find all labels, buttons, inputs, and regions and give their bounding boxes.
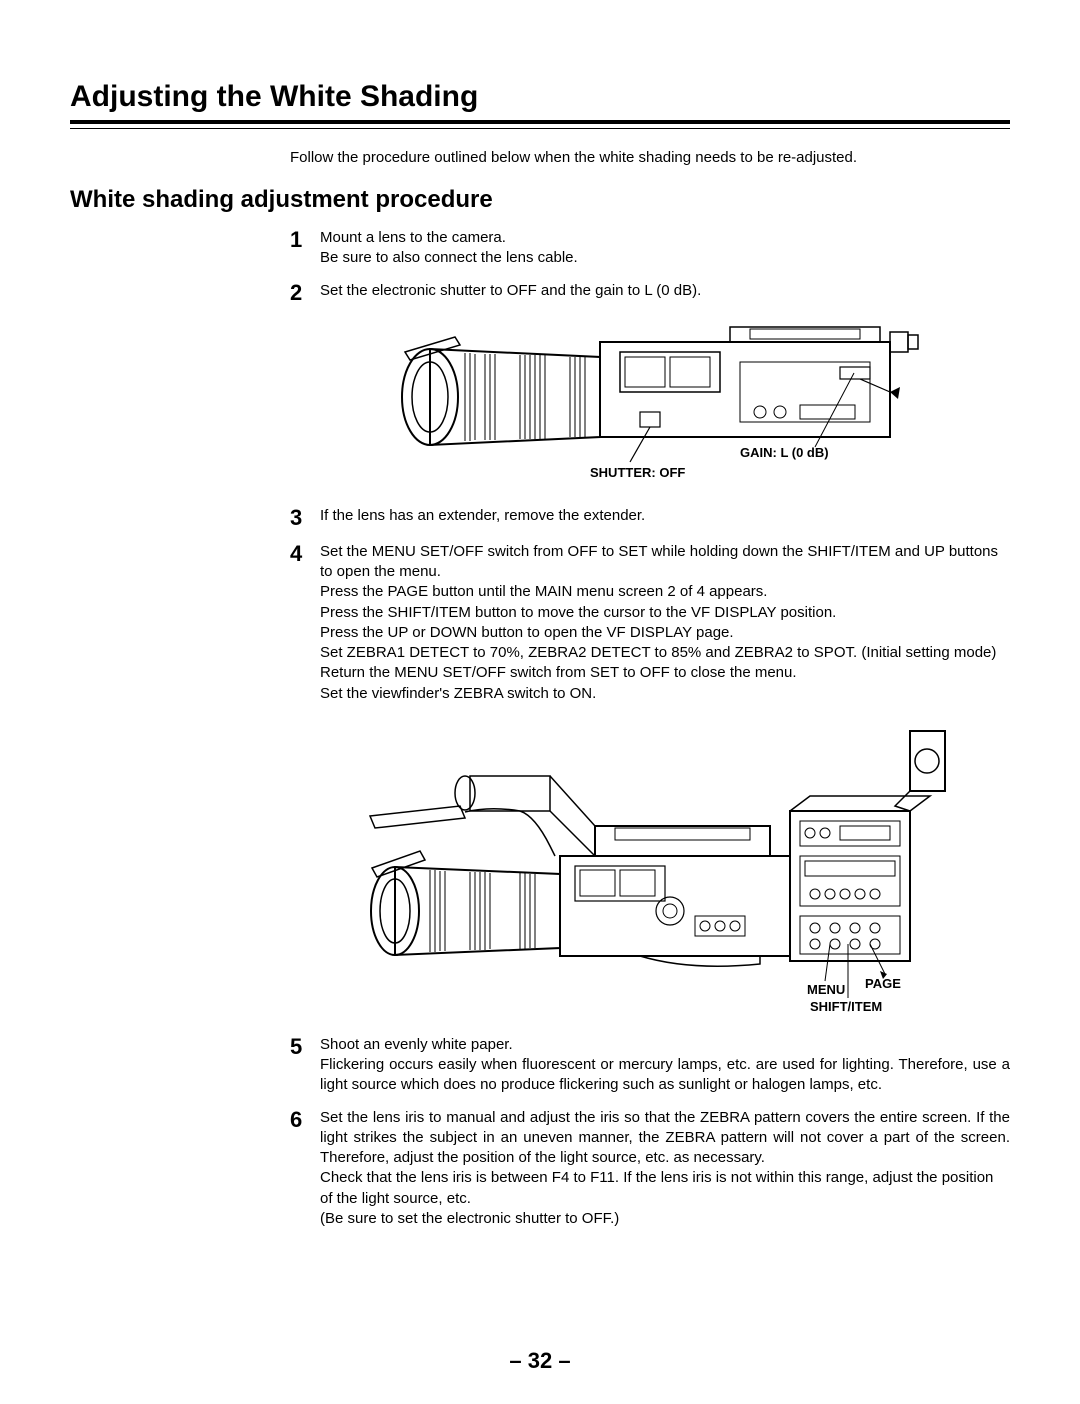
figure-camera-lens: SHUTTER: OFF GAIN: L (0 dB) <box>290 317 1010 492</box>
figure-camera-full: MENU PAGE SHIFT/ITEM <box>290 716 1010 1021</box>
step-line: Set ZEBRA1 DETECT to 70%, ZEBRA2 DETECT … <box>320 643 1010 663</box>
step-line: Be sure to also connect the lens cable. <box>320 248 1010 268</box>
step-line: Set the viewfinder's ZEBRA switch to ON. <box>320 684 1010 704</box>
title-rule <box>70 120 1010 129</box>
step-number: 3 <box>290 506 320 530</box>
manual-page: Adjusting the White Shading Follow the p… <box>0 0 1080 1404</box>
step-body: If the lens has an extender, remove the … <box>320 506 1010 526</box>
step-line: Set the electronic shutter to OFF and th… <box>320 281 1010 301</box>
page-title: Adjusting the White Shading <box>70 80 1010 114</box>
step-body: Mount a lens to the camera. Be sure to a… <box>320 228 1010 269</box>
step-body: Set the MENU SET/OFF switch from OFF to … <box>320 542 1010 704</box>
step-5: 5 Shoot an evenly white paper. Flickerin… <box>290 1035 1010 1096</box>
intro-text: Follow the procedure outlined below when… <box>290 149 1010 166</box>
step-number: 2 <box>290 281 320 305</box>
step-number: 4 <box>290 542 320 566</box>
step-line: (Be sure to set the electronic shutter t… <box>320 1209 1010 1229</box>
step-4: 4 Set the MENU SET/OFF switch from OFF t… <box>290 542 1010 704</box>
shutter-label: SHUTTER: OFF <box>590 465 685 480</box>
step-body: Set the electronic shutter to OFF and th… <box>320 281 1010 301</box>
step-1: 1 Mount a lens to the camera. Be sure to… <box>290 228 1010 269</box>
camera-full-illustration: MENU PAGE SHIFT/ITEM <box>340 716 960 1016</box>
section-title: White shading adjustment procedure <box>70 186 1010 214</box>
step-number: 1 <box>290 228 320 252</box>
steps-list: 1 Mount a lens to the camera. Be sure to… <box>290 228 1010 1229</box>
step-line: Press the UP or DOWN button to open the … <box>320 623 1010 643</box>
step-6: 6 Set the lens iris to manual and adjust… <box>290 1108 1010 1230</box>
step-number: 6 <box>290 1108 320 1132</box>
step-line: Flickering occurs easily when fluorescen… <box>320 1055 1010 1096</box>
step-body: Shoot an evenly white paper. Flickering … <box>320 1035 1010 1096</box>
page-label: PAGE <box>865 976 901 991</box>
step-body: Set the lens iris to manual and adjust t… <box>320 1108 1010 1230</box>
step-number: 5 <box>290 1035 320 1059</box>
step-line: Press the SHIFT/ITEM button to move the … <box>320 603 1010 623</box>
step-line: Shoot an evenly white paper. <box>320 1035 1010 1055</box>
gain-label: GAIN: L (0 dB) <box>740 445 829 460</box>
step-line: If the lens has an extender, remove the … <box>320 506 1010 526</box>
shift-item-label: SHIFT/ITEM <box>810 999 882 1014</box>
step-line: Mount a lens to the camera. <box>320 228 1010 248</box>
step-2: 2 Set the electronic shutter to OFF and … <box>290 281 1010 305</box>
step-line: Set the MENU SET/OFF switch from OFF to … <box>320 542 1010 583</box>
camera-lens-illustration: SHUTTER: OFF GAIN: L (0 dB) <box>370 317 930 487</box>
step-3: 3 If the lens has an extender, remove th… <box>290 506 1010 530</box>
step-line: Set the lens iris to manual and adjust t… <box>320 1108 1010 1169</box>
step-line: Check that the lens iris is between F4 t… <box>320 1168 1010 1209</box>
page-number: – 32 – <box>0 1348 1080 1374</box>
menu-label: MENU <box>807 982 845 997</box>
step-line: Press the PAGE button until the MAIN men… <box>320 582 1010 602</box>
step-line: Return the MENU SET/OFF switch from SET … <box>320 663 1010 683</box>
